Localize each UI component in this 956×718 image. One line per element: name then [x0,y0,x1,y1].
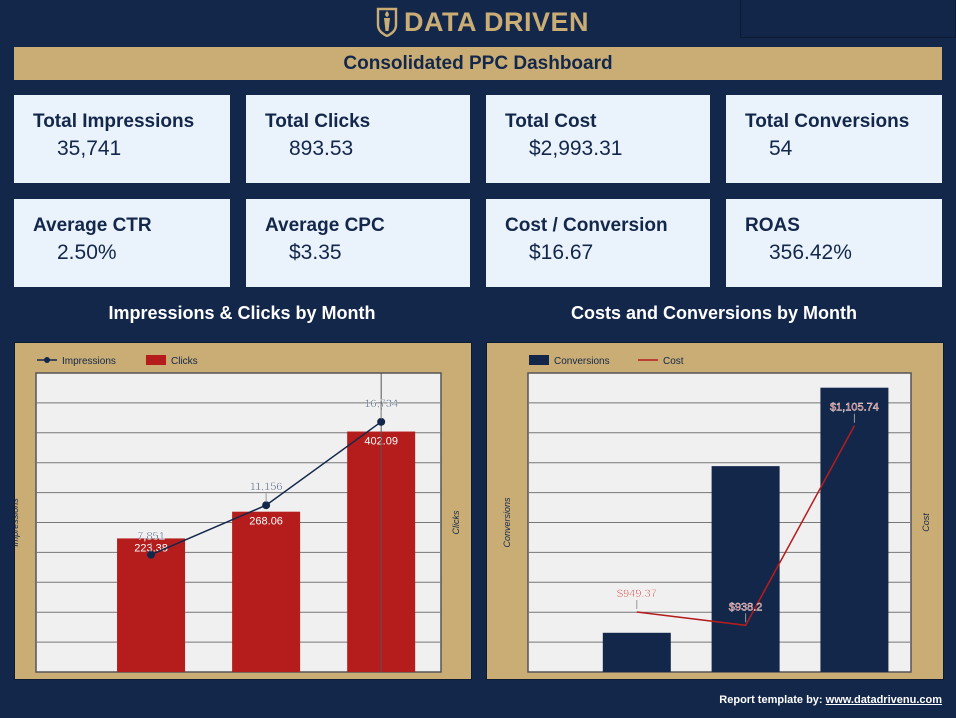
brand-logo: DATA DRIVEN [376,6,589,38]
legend-marker [44,357,50,363]
kpi-label: Average CPC [265,215,385,236]
chart-title-costs-conversions: Costs and Conversions by Month [570,303,858,323]
costs-conversions-chart: $949.37 $938.2 $1,105.74 Conversions Cost Con… [486,342,944,680]
bar-conversions [820,387,889,672]
line-label: 11,156 [250,481,283,493]
bar-conversions [602,632,671,672]
y-axis-left-title: Conversions [502,497,512,548]
legend-label: Clicks [171,356,198,367]
brand-name: DATA DRIVEN [404,6,589,37]
kpi-label: Total Conversions [745,111,910,132]
dashboard-title: Consolidated PPC Dashboard [14,47,942,80]
chart-title-impressions-clicks: Impressions & Clicks by Month [108,303,376,323]
kpi-label: Total Clicks [265,111,371,132]
y-axis-right-title: Clicks [451,510,461,534]
bar-label: 268.06 [249,516,283,528]
kpi-card-average-cpc: Average CPC $3.35 [246,199,470,287]
line-cost [636,425,856,627]
kpi-value: $16.67 [529,241,594,264]
kpi-card-average-ctr: Average CTR 2.50% [14,199,230,287]
kpi-card-cost-per-conversion: Cost / Conversion $16.67 [486,199,710,287]
legend-swatch [529,355,549,365]
line-point [377,417,386,426]
kpi-label: Total Cost [505,111,597,132]
bar-conversions [711,466,780,672]
line-label: $938.2 [729,601,763,613]
footer-prefix: Report template by: [719,694,823,706]
kpi-value: 2.50% [57,241,117,264]
y-axis-right-title: Cost [921,513,931,532]
torch-shield-icon [376,7,398,37]
line-point [147,550,156,559]
kpi-label: Cost / Conversion [505,215,668,236]
impressions-clicks-chart: 223.38 268.06 402.09 7,851 11,156 16,734 Impre… [10,342,472,680]
kpi-value: 893.53 [289,137,354,160]
legend-label: Impressions [62,356,116,367]
kpi-card-total-impressions: Total Impressions 35,741 [14,95,230,183]
kpi-card-total-clicks: Total Clicks 893.53 [246,95,470,183]
kpi-card-roas: ROAS 356.42% [726,199,942,287]
kpi-card-total-conversions: Total Conversions 54 [726,95,942,183]
kpi-value: 35,741 [57,137,122,160]
kpi-value: 54 [769,137,793,160]
legend-swatch [146,355,166,365]
kpi-value: 356.42% [769,241,852,264]
kpi-label: ROAS [745,215,800,236]
kpi-label: Average CTR [33,215,152,236]
y-axis-left-title: Impressions [15,498,20,547]
bar-clicks [232,511,301,672]
line-label: $949.37 [617,588,657,600]
line-label: 16,734 [364,398,398,410]
footer: Report template by: www.datadrivenu.com [719,694,942,706]
footer-link[interactable]: www.datadrivenu.com [825,694,942,706]
line-point [262,501,271,510]
kpi-value: $3.35 [289,241,342,264]
legend-label: Conversions [554,356,610,367]
kpi-value: $2,993.31 [529,137,623,160]
line-label: 7,851 [137,531,165,543]
legend-label: Cost [663,356,684,367]
kpi-label: Total Impressions [33,111,195,132]
line-label: $1,105.74 [830,402,879,414]
header-corner-box [740,0,956,38]
bar-clicks [117,538,186,672]
kpi-card-total-cost: Total Cost $2,993.31 [486,95,710,183]
